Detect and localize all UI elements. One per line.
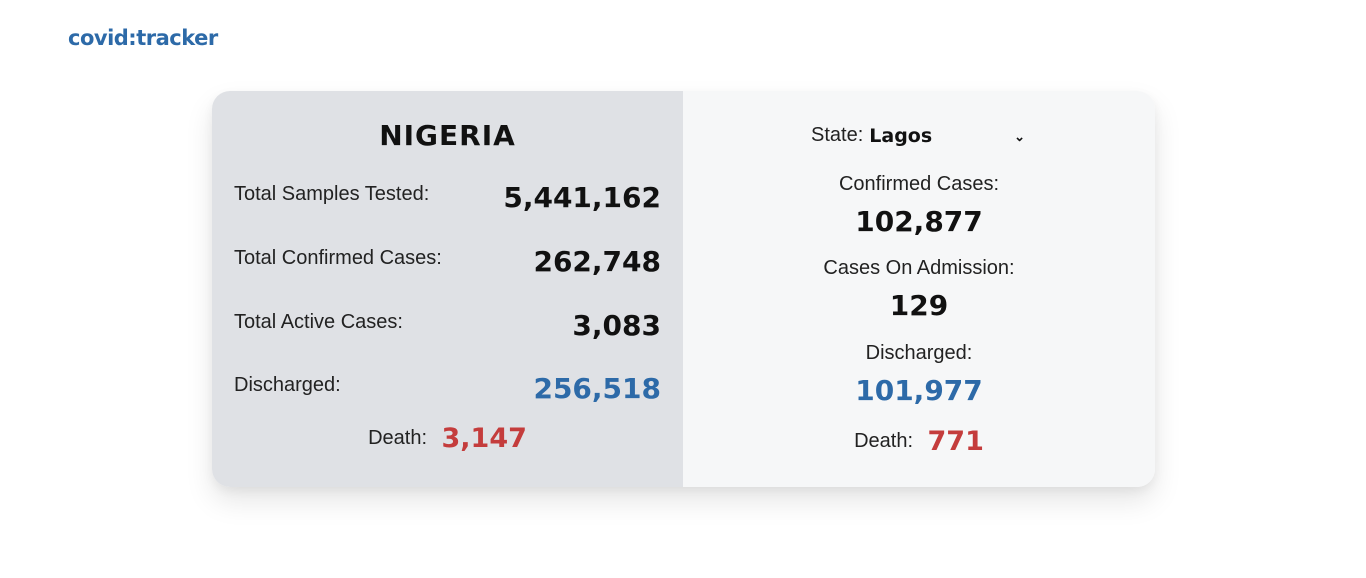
state-confirmed-label: Confirmed Cases: bbox=[838, 173, 1000, 195]
stat-value: 5,441,162 bbox=[503, 181, 661, 214]
state-panel: State: Lagos ⌄ Confirmed Cases: 102,877 … bbox=[683, 91, 1155, 487]
state-death-row: Death: 771 bbox=[683, 426, 1155, 457]
state-admission-value: 129 bbox=[889, 289, 949, 322]
state-death-value: 771 bbox=[927, 426, 984, 457]
national-panel: NIGERIA Total Samples Tested: 5,441,162 … bbox=[212, 91, 683, 487]
stat-value: 256,518 bbox=[533, 372, 661, 405]
death-value: 3,147 bbox=[441, 423, 527, 454]
stat-label: Total Samples Tested: bbox=[234, 183, 430, 205]
state-confirmed-value: 102,877 bbox=[855, 205, 983, 238]
chevron-down-icon[interactable]: ⌄ bbox=[1014, 128, 1026, 144]
stat-label: Discharged: bbox=[234, 374, 341, 396]
state-discharged-label: Discharged: bbox=[865, 342, 973, 364]
stat-value: 262,748 bbox=[533, 245, 661, 278]
state-death-label: Death: bbox=[854, 430, 914, 452]
state-select-value[interactable]: Lagos bbox=[869, 124, 933, 147]
app-logo[interactable]: covid:tracker bbox=[68, 26, 218, 50]
state-admission-label: Cases On Admission: bbox=[823, 257, 1015, 279]
death-row: Death: 3,147 bbox=[212, 423, 683, 454]
state-select-label: State: bbox=[811, 124, 864, 146]
stat-row-confirmed: Total Confirmed Cases: 262,748 bbox=[234, 245, 661, 287]
stat-label: Total Active Cases: bbox=[234, 311, 403, 333]
stat-row-discharged: Discharged: 256,518 bbox=[234, 372, 661, 414]
stat-row-active: Total Active Cases: 3,083 bbox=[234, 309, 661, 351]
stat-value: 3,083 bbox=[572, 309, 661, 342]
state-discharged-value: 101,977 bbox=[855, 374, 983, 407]
stat-row-samples: Total Samples Tested: 5,441,162 bbox=[234, 181, 661, 223]
stat-label: Total Confirmed Cases: bbox=[234, 247, 442, 269]
country-title: NIGERIA bbox=[379, 119, 516, 152]
stats-card: NIGERIA Total Samples Tested: 5,441,162 … bbox=[212, 91, 1155, 487]
death-label: Death: bbox=[368, 427, 428, 449]
state-select[interactable]: State: Lagos ⌄ bbox=[811, 124, 1025, 147]
